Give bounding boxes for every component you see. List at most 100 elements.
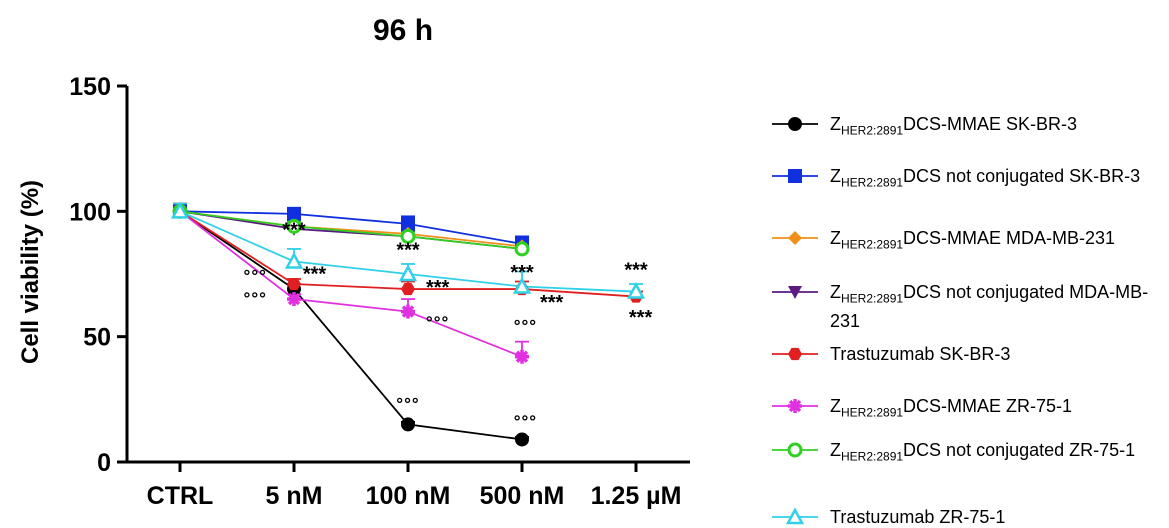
legend-swatch [772,442,818,458]
y-tick-label: 50 [83,324,111,352]
legend-label-main: Z [830,282,841,302]
legend-label-rest: DCS not conjugated ZR-75-1 [903,440,1136,460]
marker-shape [401,283,415,296]
series-1 [173,202,529,245]
series-line [179,210,523,441]
marker-shape [788,169,802,183]
marker-shape [398,264,418,282]
legend-swatch [772,399,818,413]
series-line [179,210,523,250]
significance-label: °°° [426,313,449,332]
series-0 [173,202,529,441]
marker-shape [286,218,302,234]
data-point-triangle-up-open [512,276,532,294]
data-point-square-filled [287,206,301,221]
legend-label-main: Trastuzumab ZR-75-1 [830,507,1006,527]
data-point-triangle-up-open [785,507,805,525]
legend-label: Trastuzumab ZR-75-1 [830,506,1160,528]
data-point-asterisk [788,399,802,413]
legend-label-rest: DCS-MMAE ZR-75-1 [903,396,1073,416]
marker-shape [400,228,416,244]
legend-swatch [772,507,818,525]
data-point-circle-filled [401,417,415,432]
chart-title: 96 h [373,14,433,47]
significance-label: °°° [244,289,267,308]
data-point-triangle-up-open [626,281,646,299]
marker-shape [514,241,530,257]
marker-shape [788,347,802,361]
marker-shape [512,276,532,294]
significance-label: *** [303,263,327,285]
legend-label-subscript: HER2:2891 [841,405,904,420]
legend-label: ZHER2:2891DCS not conjugated SK-BR-3 [830,165,1160,194]
legend-label-subscript: HER2:2891 [841,123,904,138]
legend-label-rest: DCS not conjugated SK-BR-3 [903,166,1141,186]
data-point-circle-filled [515,432,529,447]
data-point-circle-open [400,228,416,244]
chart: 96 h Cell viability (%) 0 50 100 150 CTRL 5 n… [17,14,690,510]
series-markers-7 [170,201,646,299]
data-point-circle-filled [788,117,802,131]
legend-label: ZHER2:2891DCS-MMAE ZR-75-1 [830,395,1160,424]
data-point-hexagon-filled [401,283,415,296]
data-point-triangle-up-open [170,201,190,219]
marker-shape [515,350,529,363]
legend-label: ZHER2:2891DCS not conjugated MDA-MB-231 [830,281,1160,332]
legend-label-main: Z [830,166,841,186]
x-tick-label: 500 nM [480,482,565,510]
significance-label: °°° [396,394,419,413]
marker-shape [401,305,415,318]
legend-label-rest: DCS-MMAE MDA-MB-231 [903,228,1116,248]
x-tick-label: CTRL [147,482,214,510]
data-point-square-filled [788,169,802,183]
legend-label-subscript: HER2:2891 [841,449,904,464]
marker-shape [401,216,415,231]
data-point-circle-open [514,241,530,257]
series-line [179,210,523,248]
significance-label: °°° [514,317,537,336]
data-point-triangle-down-filled [788,286,802,299]
legend-label-subscript: HER2:2891 [841,291,904,306]
marker-shape [785,507,805,525]
data-point-circle-open [787,442,803,458]
legend-label: Trastuzumab SK-BR-3 [830,343,1160,365]
legend-swatch [772,231,818,245]
marker-shape [515,432,529,447]
x-tick-label: 1.25 µM [591,482,682,510]
data-point-hexagon-filled [788,347,802,361]
legend-label-main: Z [830,228,841,248]
marker-shape [788,231,802,245]
marker-shape [287,292,301,306]
significance-label: *** [426,277,450,299]
significance-label: *** [540,292,564,314]
legend-swatch [772,347,818,361]
series-5 [173,202,529,358]
data-point-hexagon-filled [287,278,301,291]
marker-shape [401,417,415,432]
legend-label-subscript: HER2:2891 [841,175,904,190]
marker-shape [788,399,802,413]
data-point-circle-open [286,218,302,234]
marker-shape [287,206,301,221]
legend-label: ZHER2:2891DCS not conjugated ZR-75-1 [830,439,1160,468]
legend-label-main: Z [830,114,841,134]
legend-label-main: Z [830,440,841,460]
significance-label: *** [510,262,534,284]
y-tick-label: 0 [97,449,111,477]
data-point-asterisk [515,349,529,364]
data-point-triangle-up-open [284,251,304,269]
legend-label-main: Z [830,396,841,416]
y-axis-label: Cell viability (%) [17,180,44,364]
significance-label: °°° [244,267,267,286]
y-tick-label: 100 [69,198,111,226]
marker-shape [788,286,802,299]
data-point-asterisk [287,292,301,307]
legend-label-subscript: HER2:2891 [841,237,904,252]
legend-swatch [772,117,818,131]
legend-label-main: Trastuzumab SK-BR-3 [830,344,1011,364]
legend-swatch [772,169,818,183]
plot-area: ******°°°°°°******°°°°°°******°°°°°°****… [170,201,652,447]
data-point-square-filled [401,216,415,231]
series-markers-5 [173,204,529,364]
axes: 0 50 100 150 CTRL 5 nM 100 nM 500 nM 1.25 µM [69,73,690,510]
